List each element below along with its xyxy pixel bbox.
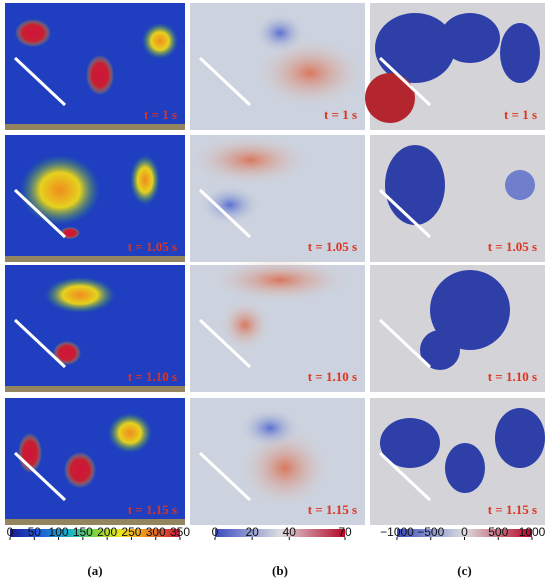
field-region [255, 38, 365, 108]
plate [378, 188, 432, 239]
field-region [190, 135, 310, 185]
field-region [20, 155, 100, 225]
wall-band [5, 519, 185, 525]
field-region [142, 23, 178, 59]
panel: t = 1.10 s [190, 258, 365, 392]
field-region [375, 13, 455, 83]
panel-label: (a) [87, 563, 102, 578]
plate [198, 451, 252, 502]
field-region [385, 145, 445, 225]
field-region [505, 170, 535, 200]
plate [198, 56, 252, 107]
plate [13, 56, 67, 107]
colorbar-tick-label: 0 [461, 525, 468, 539]
panel: t = 1.10 s [5, 265, 185, 392]
panel: t = 1.15 s [190, 398, 365, 525]
time-label: t = 1 s [324, 107, 357, 122]
panel-label: (c) [457, 563, 471, 578]
plate [198, 318, 252, 369]
colorbar [397, 529, 532, 537]
panel: t = 1 s [5, 3, 185, 130]
colorbar-tick-label: −500 [417, 525, 444, 539]
time-label: t = 1.10 s [128, 369, 177, 384]
plate [13, 188, 67, 239]
panel: t = 1.05 s [370, 135, 545, 262]
colorbar-tick-label: 40 [283, 525, 297, 539]
colorbar-tick-label: −1000 [380, 525, 414, 539]
time-label: t = 1 s [144, 107, 177, 122]
field-region [430, 270, 510, 350]
field-region [255, 13, 305, 53]
colorbar [215, 529, 345, 537]
field-region [200, 185, 260, 225]
field-region [64, 452, 96, 488]
panel: t = 1.05 s [5, 135, 185, 262]
field-region [45, 277, 115, 313]
field-region [240, 428, 330, 508]
time-label: t = 1 s [504, 107, 537, 122]
wall-band [5, 256, 185, 262]
field-region [365, 73, 415, 123]
field-region [53, 341, 81, 365]
panel: t = 1.15 s [5, 398, 185, 525]
field-region [380, 418, 440, 468]
colorbar-tick-label: 300 [146, 525, 166, 539]
time-label: t = 1.05 s [488, 239, 537, 254]
colorbar-tick-label: 250 [121, 525, 141, 539]
time-label: t = 1.15 s [488, 502, 537, 517]
field-region [210, 258, 350, 302]
plate [378, 56, 432, 107]
colorbar-tick-label: 70 [338, 525, 352, 539]
wall-band [5, 124, 185, 130]
field-region [420, 330, 460, 370]
field-region [500, 23, 540, 83]
panel: t = 1 s [365, 3, 545, 130]
field-region [60, 227, 80, 239]
colorbar-tick-label: 100 [49, 525, 69, 539]
field-region [108, 413, 152, 453]
panel-label: (b) [272, 563, 288, 578]
panel: t = 1.05 s [190, 135, 365, 262]
panel: t = 1.15 s [370, 398, 545, 525]
wall-band [5, 386, 185, 392]
plate [13, 451, 67, 502]
time-label: t = 1.05 s [308, 239, 357, 254]
colorbar-tick-label: 0 [212, 525, 219, 539]
plate [198, 188, 252, 239]
field-region [240, 408, 300, 448]
time-label: t = 1.10 s [308, 369, 357, 384]
field-region [445, 443, 485, 493]
colorbar-tick-label: 50 [28, 525, 42, 539]
field-region [440, 13, 500, 63]
colorbar-tick-label: 500 [488, 525, 508, 539]
plate [13, 318, 67, 369]
panel: t = 1.10 s [370, 265, 545, 392]
field-region [130, 155, 160, 205]
field-region [15, 19, 51, 47]
time-label: t = 1.15 s [128, 502, 177, 517]
plate [378, 451, 432, 502]
time-label: t = 1.15 s [308, 502, 357, 517]
colorbar-tick-label: 150 [73, 525, 93, 539]
field-region [495, 408, 545, 468]
colorbar [10, 529, 180, 537]
panel: t = 1 s [190, 3, 365, 130]
time-label: t = 1.10 s [488, 369, 537, 384]
colorbar-tick-label: 200 [97, 525, 117, 539]
field-region [220, 300, 270, 350]
field-region [86, 55, 114, 95]
time-label: t = 1.05 s [128, 239, 177, 254]
plate [378, 318, 432, 369]
colorbar-tick-label: 1000 [519, 525, 546, 539]
colorbar-tick-label: 0 [7, 525, 14, 539]
colorbar-tick-label: 350 [170, 525, 190, 539]
colorbar-tick-label: 20 [245, 525, 259, 539]
